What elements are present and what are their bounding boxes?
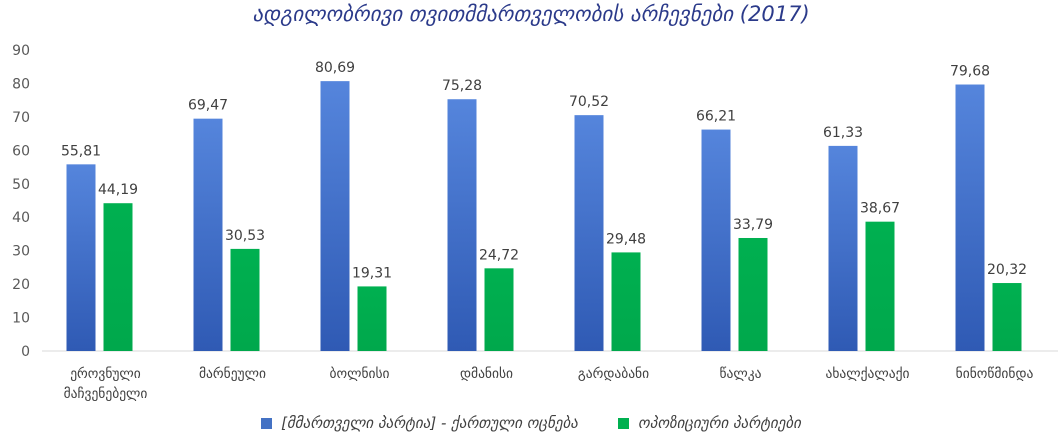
bar-ruling-party [701, 129, 731, 351]
bar-opposition [103, 203, 133, 351]
data-label: 29,48 [606, 231, 646, 247]
bar-ruling-party [193, 118, 223, 352]
data-label: 70,52 [569, 94, 609, 110]
bar-ruling-party [66, 164, 96, 351]
x-tick-label: წალკა [720, 366, 762, 382]
bar-opposition [865, 221, 895, 351]
bar-ruling-party [447, 99, 477, 351]
data-label: 24,72 [479, 247, 519, 263]
y-tick-label: 60 [12, 143, 30, 159]
x-tick-label: ახალქალაქი [825, 366, 909, 382]
bar-opposition [738, 237, 768, 351]
bar-opposition [992, 283, 1022, 351]
data-label: 80,69 [315, 60, 355, 76]
x-tick-label: ნინოწმინდა [956, 366, 1034, 382]
data-label: 66,21 [696, 109, 736, 125]
chart-title: ადგილობრივი თვითმმართველობის არჩევნები (… [252, 2, 810, 26]
y-tick-label: 10 [12, 311, 30, 327]
data-label: 69,47 [188, 98, 228, 114]
data-label: 38,67 [860, 201, 900, 217]
bar-chart-plot: 0 10 20 30 40 50 60 70 80 90 55,81 44,19 ეროვნული მაჩ… [12, 43, 1058, 402]
data-label: 33,79 [733, 217, 773, 233]
x-tick-label: ბოლნისი [329, 366, 389, 382]
data-label: 19,31 [352, 265, 392, 281]
y-tick-label: 80 [12, 76, 30, 92]
y-tick-label: 0 [21, 344, 30, 360]
legend-item-opposition: ოპოზიციური პარტიები [617, 414, 801, 432]
y-tick-label: 30 [12, 244, 30, 260]
legend-item-ruling-party: [მმართველი პარტია] - ქართული ოცნება [261, 414, 578, 432]
data-label: 30,53 [225, 228, 265, 244]
bar-opposition [484, 268, 514, 351]
bar-opposition [230, 248, 260, 351]
data-label: 61,33 [823, 125, 863, 141]
legend-swatch-green [617, 417, 629, 429]
legend-label-ruling-party: [მმართველი პარტია] - ქართული ოცნება [281, 414, 578, 432]
x-tick-label: ეროვნული [70, 365, 141, 382]
bar-opposition [357, 286, 387, 351]
bar-ruling-party [955, 84, 985, 352]
bar-ruling-party [828, 145, 858, 351]
bar-ruling-party [574, 115, 604, 351]
y-tick-label: 70 [12, 110, 30, 126]
bar-ruling-party [320, 81, 350, 351]
data-label: 44,19 [98, 182, 138, 198]
x-tick-label: გარდაბანი [578, 365, 649, 382]
y-tick-label: 50 [12, 177, 30, 193]
data-label: 75,28 [442, 78, 482, 94]
x-tick-label: დმანისი [460, 366, 513, 382]
legend-label-opposition: ოპოზიციური პარტიები [637, 414, 801, 432]
data-label: 79,68 [950, 64, 990, 80]
data-label: 20,32 [987, 262, 1027, 278]
y-tick-label: 40 [12, 210, 30, 226]
legend-swatch-blue [261, 417, 273, 429]
x-tick-label: მარნეული [199, 365, 266, 382]
x-tick-label: მაჩვენებელი [64, 386, 148, 402]
y-tick-label: 90 [12, 43, 30, 59]
legend: [მმართველი პარტია] - ქართული ოცნება ოპოზ… [0, 414, 1062, 432]
bar-opposition [611, 252, 641, 351]
y-tick-label: 20 [12, 277, 30, 293]
data-label: 55,81 [61, 143, 101, 159]
